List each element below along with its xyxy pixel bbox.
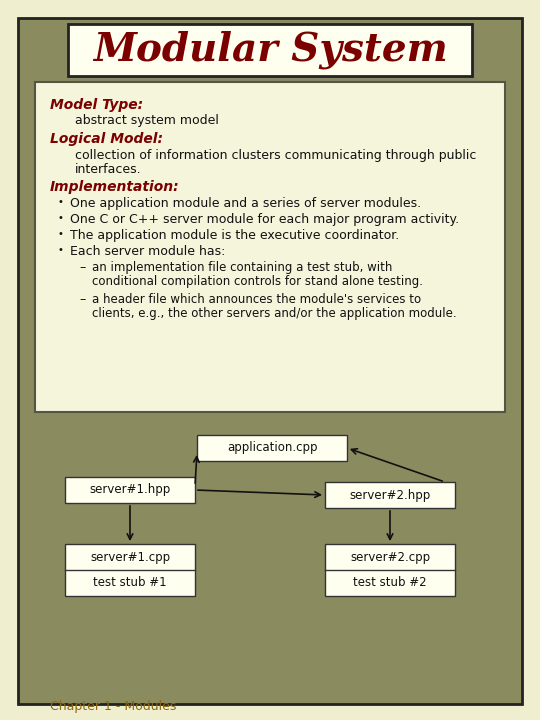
Text: Modular System: Modular System	[93, 31, 447, 69]
Text: an implementation file containing a test stub, with: an implementation file containing a test…	[92, 261, 393, 274]
Text: a header file which announces the module's services to: a header file which announces the module…	[92, 293, 421, 306]
FancyBboxPatch shape	[73, 29, 477, 81]
Text: test stub #1: test stub #1	[93, 577, 167, 590]
Text: collection of information clusters communicating through public: collection of information clusters commu…	[75, 149, 476, 162]
Text: The application module is the executive coordinator.: The application module is the executive …	[70, 229, 399, 242]
Text: application.cpp: application.cpp	[227, 441, 318, 454]
Text: Logical Model:: Logical Model:	[50, 132, 163, 146]
FancyBboxPatch shape	[197, 435, 347, 461]
Text: clients, e.g., the other servers and/or the application module.: clients, e.g., the other servers and/or …	[92, 307, 457, 320]
Text: •: •	[57, 197, 63, 207]
Text: test stub #2: test stub #2	[353, 577, 427, 590]
FancyBboxPatch shape	[325, 482, 455, 508]
Text: Model Type:: Model Type:	[50, 98, 143, 112]
Text: •: •	[57, 229, 63, 239]
FancyBboxPatch shape	[65, 544, 195, 596]
Text: Chapter 1 - Modules: Chapter 1 - Modules	[50, 700, 177, 713]
FancyBboxPatch shape	[65, 477, 195, 503]
Text: Implementation:: Implementation:	[50, 180, 180, 194]
Text: server#2.cpp: server#2.cpp	[350, 551, 430, 564]
Text: One C or C++ server module for each major program activity.: One C or C++ server module for each majo…	[70, 213, 459, 226]
Text: interfaces.: interfaces.	[75, 163, 141, 176]
Text: server#1.cpp: server#1.cpp	[90, 551, 170, 564]
FancyBboxPatch shape	[325, 544, 455, 596]
Text: Each server module has:: Each server module has:	[70, 245, 225, 258]
Text: One application module and a series of server modules.: One application module and a series of s…	[70, 197, 421, 210]
FancyBboxPatch shape	[18, 18, 522, 704]
FancyBboxPatch shape	[35, 82, 505, 412]
Text: server#1.hpp: server#1.hpp	[90, 484, 171, 497]
Text: •: •	[57, 213, 63, 223]
Text: server#2.hpp: server#2.hpp	[349, 488, 430, 502]
Text: –: –	[80, 261, 86, 274]
Text: •: •	[57, 245, 63, 255]
FancyBboxPatch shape	[68, 24, 472, 76]
Text: conditional compilation controls for stand alone testing.: conditional compilation controls for sta…	[92, 275, 423, 288]
Text: –: –	[80, 293, 86, 306]
Text: abstract system model: abstract system model	[75, 114, 219, 127]
